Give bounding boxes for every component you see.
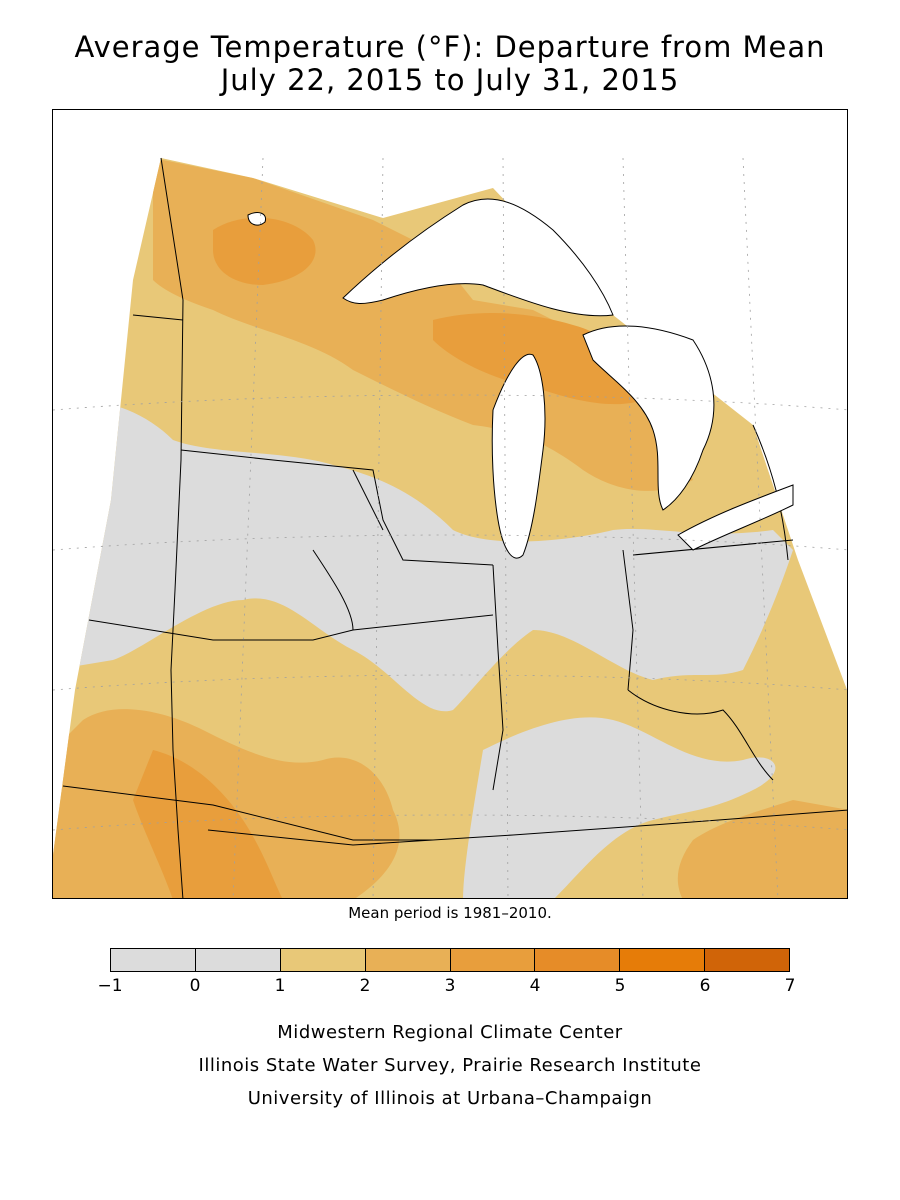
zone-3-4-north: [213, 217, 316, 285]
legend-tick-label: 5: [614, 976, 626, 996]
legend-tick-label: 2: [359, 976, 371, 996]
legend-tick-label: 3: [444, 976, 456, 996]
legend-swatch-1: [195, 949, 281, 971]
legend-swatch-5: [535, 949, 621, 971]
lake-huron: [582, 325, 715, 511]
credit-line-1: Midwestern Regional Climate Center: [277, 1022, 623, 1043]
zone-near-normal-south: [463, 717, 776, 898]
mean-period-note: Mean period is 1981–2010.: [348, 904, 552, 922]
legend-tick-label: 0: [189, 976, 201, 996]
legend-swatch-4: [450, 949, 536, 971]
map-title: Average Temperature (°F): Departure from…: [74, 30, 826, 64]
legend-swatch-2: [280, 949, 366, 971]
zone-near-normal-central: [53, 401, 793, 712]
lake-of-the-woods: [247, 212, 267, 226]
legend-swatch-0: [111, 949, 196, 971]
legend-tick-label: 4: [529, 976, 541, 996]
credit-line-3: University of Illinois at Urbana–Champai…: [247, 1088, 653, 1109]
political-boundaries: [62, 157, 847, 898]
legend-swatch-7: [705, 949, 789, 971]
map-canvas: [53, 157, 847, 898]
map-date-range: July 22, 2015 to July 31, 2015: [220, 63, 680, 97]
zone-3-4-southwest: [133, 750, 283, 898]
temperature-departure-map: [52, 109, 848, 899]
legend-tick-label: 6: [699, 976, 711, 996]
legend-swatch-6: [620, 949, 706, 971]
credit-line-2: Illinois State Water Survey, Prairie Res…: [198, 1055, 702, 1076]
great-lakes: [247, 198, 794, 559]
zone-2-3-southeast: [677, 800, 847, 898]
color-legend: [110, 948, 790, 972]
legend-tick-label: −1: [97, 976, 123, 996]
lake-superior: [342, 198, 614, 317]
lake-erie: [677, 484, 794, 551]
legend-swatch-3: [365, 949, 451, 971]
legend-tick-label: 1: [274, 976, 286, 996]
legend-tick-label: 7: [784, 976, 796, 996]
lake-michigan: [491, 353, 546, 559]
